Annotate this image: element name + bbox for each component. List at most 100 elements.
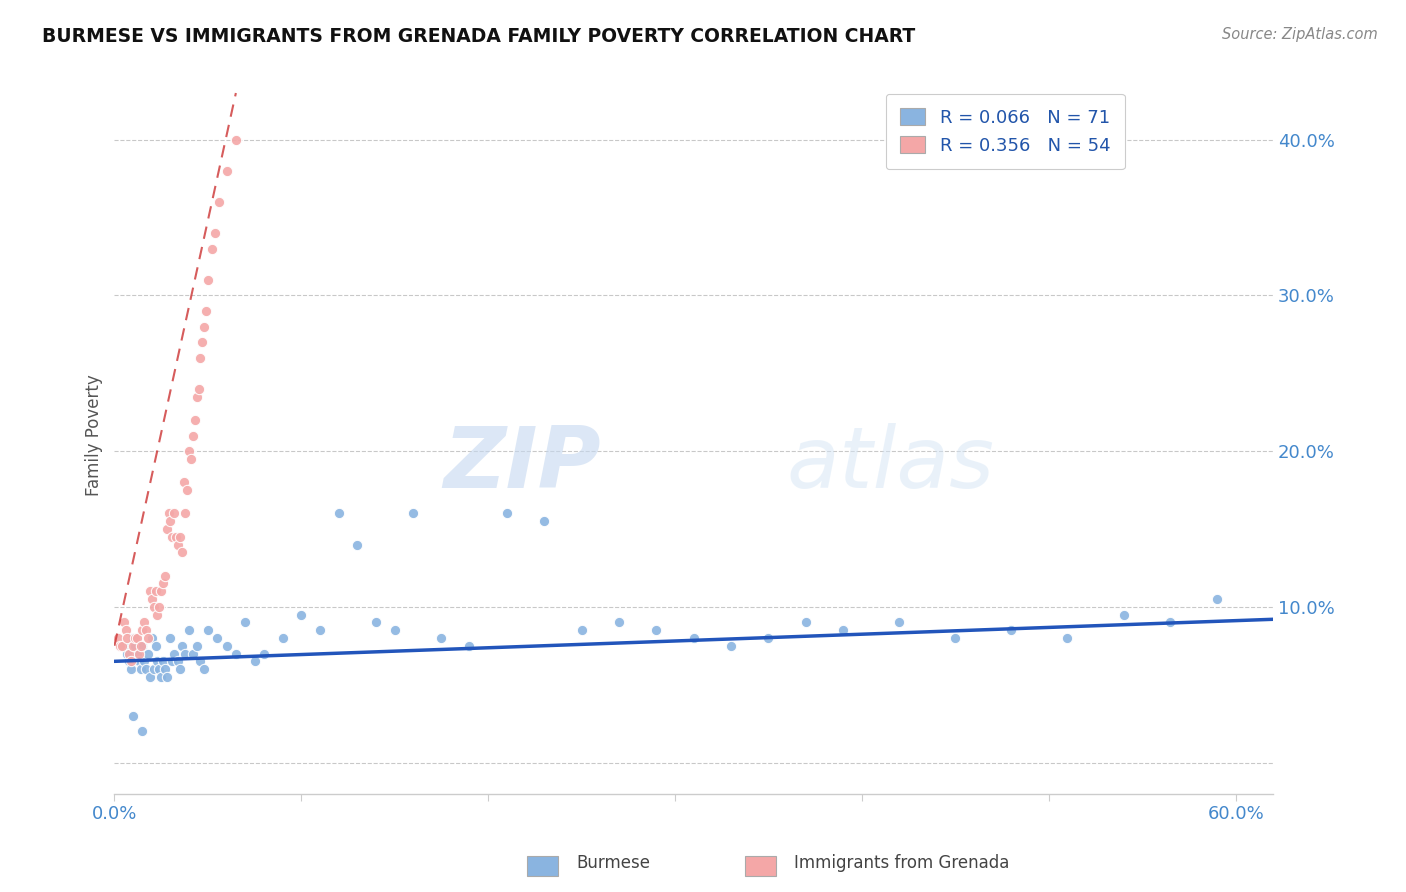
Point [271,631,294,645]
Point [107,631,129,645]
Point [179,623,201,637]
Point [495,507,517,521]
Point [193,319,215,334]
Point [162,530,184,544]
Point [174,647,197,661]
Point [131,623,153,637]
Point [1206,592,1229,607]
Point [162,654,184,668]
Point [159,514,181,528]
Point [153,662,176,676]
Y-axis label: Family Poverty: Family Poverty [86,375,103,497]
Point [193,662,215,676]
Point [135,662,157,676]
Point [794,615,817,630]
Point [124,631,146,645]
Point [114,623,136,637]
Point [165,530,187,544]
Point [943,631,966,645]
Point [141,631,163,645]
Point [758,631,780,645]
Text: Burmese: Burmese [576,855,651,872]
Point [194,304,217,318]
Text: BURMESE VS IMMIGRANTS FROM GRENADA FAMILY POVERTY CORRELATION CHART: BURMESE VS IMMIGRANTS FROM GRENADA FAMIL… [42,27,915,45]
Point [163,507,186,521]
Point [131,724,153,739]
Point [215,639,238,653]
Point [148,662,170,676]
Point [167,537,190,551]
Point [169,662,191,676]
Point [1112,607,1135,622]
Point [142,599,165,614]
Point [139,670,162,684]
Point [190,654,212,668]
Point [134,654,156,668]
Point [205,631,228,645]
Point [346,537,368,551]
Point [146,654,169,668]
Point [122,708,145,723]
Point [889,615,911,630]
Point [148,599,170,614]
Point [120,662,142,676]
Point [141,592,163,607]
Point [139,584,162,599]
Point [142,662,165,676]
Point [145,584,167,599]
Point [225,647,247,661]
Point [122,639,145,653]
Text: Immigrants from Grenada: Immigrants from Grenada [794,855,1010,872]
Point [402,507,425,521]
Point [328,507,350,521]
Point [682,631,704,645]
Text: Source: ZipAtlas.com: Source: ZipAtlas.com [1222,27,1378,42]
Point [186,639,208,653]
Point [129,662,152,676]
Point [290,607,312,622]
Point [200,242,222,256]
Point [120,654,142,668]
Point [187,382,209,396]
Point [720,639,742,653]
Point [122,631,145,645]
Text: atlas: atlas [786,423,994,506]
Point [150,670,173,684]
Point [197,273,219,287]
Point [134,615,156,630]
Point [156,522,179,536]
Point [150,584,173,599]
Point [197,623,219,637]
Point [125,631,148,645]
Point [170,545,193,559]
Point [1056,631,1078,645]
Point [111,639,134,653]
Point [233,615,256,630]
Point [176,483,198,497]
Point [243,654,266,668]
Point [832,623,855,637]
Point [112,639,135,653]
Point [173,475,195,490]
Point [181,647,204,661]
Text: ZIP: ZIP [443,423,600,506]
Point [135,623,157,637]
Point [181,428,204,442]
Point [153,568,176,582]
Point [174,507,197,521]
Point [253,647,276,661]
Point [430,631,453,645]
Point [131,639,153,653]
Point [167,654,190,668]
Point [108,639,131,653]
Point [136,647,159,661]
Point [607,615,630,630]
Point [1000,623,1022,637]
Point [124,639,146,653]
Point [128,647,150,661]
Point [309,623,332,637]
Point [533,514,555,528]
Point [180,451,202,466]
Point [152,654,174,668]
Point [571,623,593,637]
